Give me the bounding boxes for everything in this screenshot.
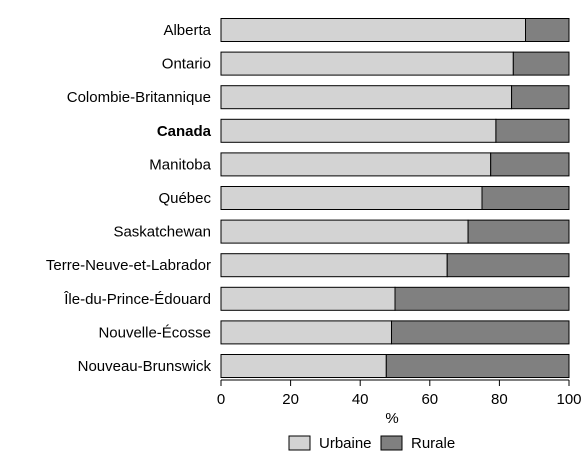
category-label-4: Manitoba [149, 156, 211, 173]
x-tick-label-0: 0 [217, 391, 225, 408]
category-label-2: Colombie-Britannique [67, 89, 211, 106]
x-axis-ticks: 0 20 40 60 80 100 [217, 380, 582, 408]
bar-rurale-0 [525, 18, 570, 42]
category-label-10: Nouveau-Brunswick [78, 358, 212, 375]
category-label-8: Île-du-Prince-Édouard [63, 291, 211, 308]
bar-urbaine-8 [220, 286, 396, 311]
x-tick-label-3: 60 [421, 391, 438, 408]
bar-rurale-6 [467, 219, 570, 244]
bar-rurale-3 [495, 118, 570, 143]
x-tick-label-2: 40 [352, 391, 369, 408]
bars-group [220, 18, 570, 378]
legend: Urbaine Rurale [288, 435, 455, 452]
bar-urbaine-7 [220, 253, 448, 278]
bar-urbaine-1 [220, 51, 514, 76]
bar-rurale-7 [446, 253, 570, 278]
bar-rurale-9 [391, 320, 570, 345]
legend-swatch-rurale [380, 435, 403, 451]
bar-urbaine-4 [220, 152, 492, 177]
bar-urbaine-3 [220, 118, 497, 143]
category-label-6: Saskatchewan [113, 224, 211, 241]
legend-label-rurale: Rurale [411, 435, 455, 452]
x-tick-label-4: 80 [491, 391, 508, 408]
legend-label-urbaine: Urbaine [319, 435, 372, 452]
x-tick-label-5: 100 [556, 391, 581, 408]
bar-urbaine-2 [220, 85, 513, 110]
bar-urbaine-0 [220, 18, 526, 42]
x-axis-title: % [385, 410, 398, 427]
bar-rurale-10 [385, 354, 570, 378]
category-label-7: Terre-Neuve-et-Labrador [46, 257, 211, 274]
bar-rurale-5 [481, 186, 570, 210]
bar-urbaine-9 [220, 320, 393, 345]
category-label-1: Ontario [162, 56, 211, 73]
bar-rurale-8 [394, 286, 570, 311]
bar-rurale-1 [512, 51, 570, 76]
category-label-0: Alberta [163, 22, 211, 39]
bar-urbaine-5 [220, 186, 483, 210]
category-label-3: Canada [157, 123, 212, 140]
bar-rurale-4 [490, 152, 570, 177]
category-labels: Alberta Ontario Colombie-Britannique Canada… [46, 22, 212, 375]
bar-urbaine-6 [220, 219, 469, 244]
category-label-5: Québec [158, 190, 211, 207]
category-label-9: Nouvelle-Écosse [98, 324, 211, 341]
x-tick-label-1: 20 [282, 391, 299, 408]
legend-swatch-urbaine [288, 435, 311, 451]
bar-urbaine-10 [220, 354, 387, 378]
bar-rurale-2 [511, 85, 570, 110]
